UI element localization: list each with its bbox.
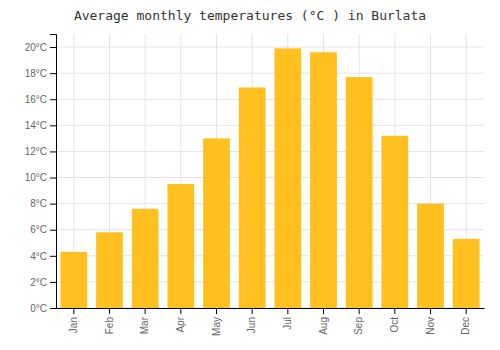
tick-label: Sep bbox=[353, 317, 364, 335]
bar bbox=[96, 232, 123, 308]
tick-label: Jun bbox=[246, 317, 257, 333]
tick: 4°C bbox=[30, 251, 56, 262]
tick-mark bbox=[466, 308, 467, 314]
chart: Jan Feb Mar Apr May Jun Jul Aug Sep Oct Nov Dec 0°C 2… bbox=[0, 0, 500, 350]
tick-label: Mar bbox=[139, 316, 150, 334]
tick-mark bbox=[50, 178, 56, 179]
tick-label: 16°C bbox=[25, 94, 47, 105]
tick: 14°C bbox=[25, 120, 56, 131]
tick: 18°C bbox=[25, 68, 56, 79]
bar bbox=[167, 184, 194, 308]
tick-mark bbox=[50, 308, 56, 309]
tick-mark bbox=[180, 308, 181, 314]
tick-label: 2°C bbox=[30, 277, 47, 288]
axis-line bbox=[57, 308, 485, 309]
tick-mark bbox=[50, 73, 56, 74]
title: Average monthly temperatures (°C ) in Bu… bbox=[74, 8, 426, 23]
tick-mark bbox=[50, 47, 56, 48]
tick-mark bbox=[50, 125, 56, 126]
tick: Oct bbox=[389, 308, 400, 333]
tick: Feb bbox=[104, 308, 115, 334]
tick-mark bbox=[50, 230, 56, 231]
tick-mark bbox=[50, 151, 56, 152]
bar bbox=[239, 87, 266, 308]
tick-mark bbox=[323, 308, 324, 314]
tick-label: Jul bbox=[282, 317, 293, 330]
tick: 2°C bbox=[30, 277, 56, 288]
tick-label: Dec bbox=[460, 317, 471, 335]
tick-label: 18°C bbox=[25, 68, 47, 79]
tick-label: Aug bbox=[318, 317, 329, 335]
axis-line bbox=[50, 35, 57, 309]
tick-label: 14°C bbox=[25, 120, 47, 131]
bar bbox=[417, 204, 444, 308]
grid-line bbox=[56, 177, 484, 178]
tick: 20°C bbox=[25, 42, 56, 53]
plot: Jan Feb Mar Apr May Jun Jul Aug Sep Oct Nov Dec 0°C 2… bbox=[25, 34, 485, 336]
bar bbox=[453, 239, 480, 308]
bar bbox=[132, 209, 159, 308]
tick-label: 8°C bbox=[30, 198, 47, 209]
tick-label: 4°C bbox=[30, 251, 47, 262]
tick: 16°C bbox=[25, 94, 56, 105]
tick-mark bbox=[287, 308, 288, 314]
tick: Nov bbox=[425, 308, 436, 335]
bar bbox=[381, 136, 408, 308]
tick-label: 12°C bbox=[25, 146, 47, 157]
tick: 0°C bbox=[30, 303, 56, 314]
tick: Aug bbox=[318, 308, 329, 335]
bar bbox=[310, 52, 337, 308]
tick-label: Jan bbox=[68, 317, 79, 333]
tick-mark bbox=[359, 308, 360, 314]
tick-label: Oct bbox=[389, 317, 400, 333]
bar bbox=[60, 252, 87, 308]
bar bbox=[274, 48, 301, 308]
grid-line bbox=[56, 125, 484, 126]
grid-line bbox=[56, 99, 484, 100]
tick-mark bbox=[50, 256, 56, 257]
tick: May bbox=[211, 308, 222, 336]
tick-mark bbox=[145, 308, 146, 314]
x-axis: Jan Feb Mar Apr May Jun Jul Aug Sep Oct Nov Dec bbox=[57, 308, 485, 336]
y-axis: 0°C 2°C 4°C 6°C 8°C 10°C 12°C 14°C 16°C 18°C 20°C bbox=[25, 35, 57, 314]
tick-label: 10°C bbox=[25, 172, 47, 183]
tick-label: Nov bbox=[425, 317, 436, 335]
tick: Dec bbox=[460, 308, 471, 335]
tick-mark bbox=[50, 282, 56, 283]
bars bbox=[60, 48, 479, 308]
tick-mark bbox=[252, 308, 253, 314]
bar bbox=[346, 77, 373, 308]
tick-mark bbox=[394, 308, 395, 314]
grid-line bbox=[56, 47, 484, 48]
tick-mark bbox=[430, 308, 431, 314]
tick-mark bbox=[216, 308, 217, 314]
tick: 12°C bbox=[25, 146, 56, 157]
bar bbox=[203, 138, 230, 308]
tick-label: 20°C bbox=[25, 42, 47, 53]
tick-label: Apr bbox=[175, 316, 186, 332]
tick: Jun bbox=[246, 308, 257, 333]
tick: Apr bbox=[175, 308, 186, 333]
tick: Jul bbox=[282, 308, 293, 330]
tick-mark bbox=[50, 204, 56, 205]
tick-label: Feb bbox=[104, 317, 115, 335]
tick: 6°C bbox=[30, 224, 56, 235]
tick-mark bbox=[50, 99, 56, 100]
tick: 8°C bbox=[30, 198, 56, 209]
tick: Mar bbox=[139, 308, 150, 334]
grid-line bbox=[56, 151, 484, 152]
tick: 10°C bbox=[25, 172, 56, 183]
tick-label: May bbox=[211, 317, 222, 336]
tick-label: 0°C bbox=[30, 303, 47, 314]
tick-mark bbox=[109, 308, 110, 314]
tick: Jan bbox=[68, 308, 79, 333]
tick-mark bbox=[73, 308, 74, 314]
grid bbox=[56, 34, 484, 308]
tick-label: 6°C bbox=[30, 224, 47, 235]
grid-line bbox=[56, 73, 484, 74]
tick: Sep bbox=[353, 308, 364, 335]
